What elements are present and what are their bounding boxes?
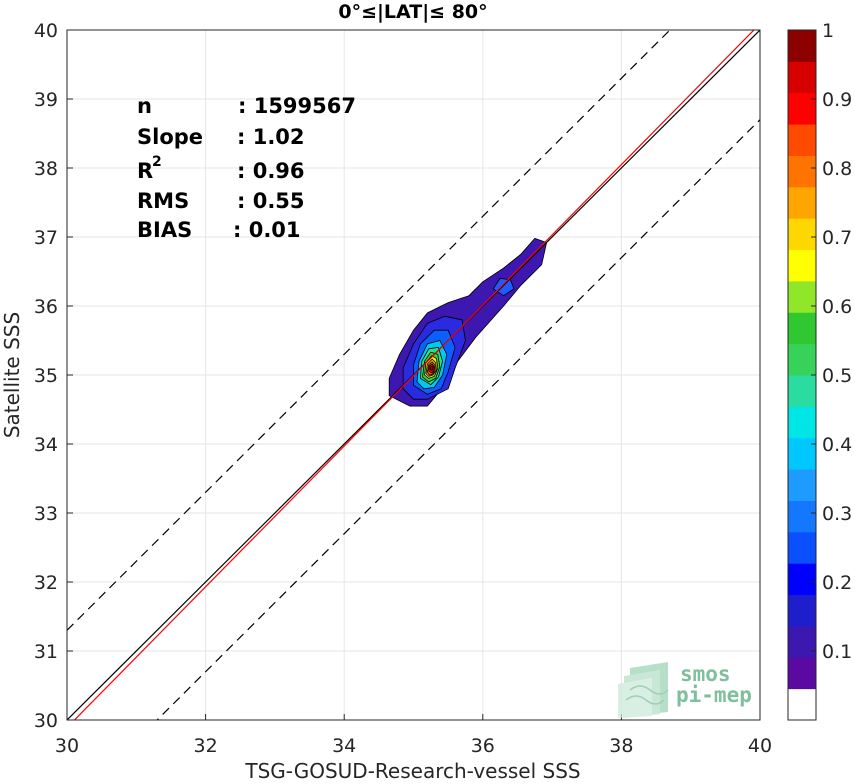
stat-value-4: : 0.01 — [233, 218, 301, 242]
smos-pi-mep-logo: smos pi-mep — [618, 662, 752, 718]
y-tick-label: 35 — [34, 365, 58, 387]
colorbar-tick-label: 1 — [822, 20, 834, 42]
y-tick-label: 32 — [34, 572, 58, 594]
logo-line-2: pi-mep — [676, 683, 752, 707]
density-contour-10 — [429, 365, 434, 371]
stat-value-1: : 1.02 — [237, 125, 305, 149]
colorbar-segment — [788, 343, 816, 376]
colorbar: 0.1 0.2 0.3 0.4 0.5 0.6 0.7 0.8 0.9 1 — [787, 20, 852, 721]
colorbar-tick-label: 0.8 — [822, 158, 852, 180]
colorbar-segment — [788, 657, 816, 690]
colorbar-segment — [788, 61, 816, 94]
colorbar-segment — [788, 406, 816, 439]
x-tick-label: 36 — [471, 735, 495, 757]
logo-wave-icon — [618, 662, 669, 718]
y-axis-label: Satellite SSS — [0, 312, 24, 438]
colorbar-segment — [788, 280, 816, 313]
stat-superscript: 2 — [152, 154, 162, 170]
colorbar-segment — [788, 688, 816, 721]
colorbar-segment — [788, 249, 816, 282]
colorbar-tick-label: 0.1 — [822, 641, 852, 663]
stat-label-4: BIAS — [137, 218, 192, 242]
stat-value-2: : 0.96 — [237, 159, 305, 183]
lower-bound-line — [156, 119, 760, 720]
regression-fit-line — [73, 30, 755, 720]
colorbar-segment — [788, 92, 816, 125]
logo-line-1: smos — [680, 662, 731, 686]
statistics-box: n : 1599567 Slope : 1.02 R2 : 0.96 RMS : 0.55 BI… — [137, 94, 356, 242]
y-tick-label: 40 — [34, 20, 58, 42]
y-tick-label: 38 — [34, 158, 58, 180]
x-axis-label: TSG-GOSUD-Research-vessel SSS — [244, 759, 580, 783]
x-tick-label: 30 — [55, 735, 79, 757]
colorbar-segment — [788, 375, 816, 407]
upper-bound-line — [67, 30, 671, 631]
colorbar-segment — [788, 563, 816, 596]
colorbar-tick-label: 0.5 — [822, 365, 852, 387]
colorbar-segment — [788, 30, 816, 62]
y-tick-label: 36 — [34, 296, 58, 318]
stat-label-1: Slope — [137, 125, 203, 149]
colorbar-segment — [788, 531, 816, 564]
colorbar-tick-label: 0.7 — [822, 227, 852, 249]
colorbar-segment — [788, 155, 816, 188]
y-tick-label: 33 — [34, 503, 58, 525]
colorbar-segment — [788, 625, 816, 658]
x-tick-label: 34 — [332, 735, 356, 757]
x-tick-label: 40 — [748, 735, 772, 757]
y-tick-label: 39 — [34, 89, 58, 111]
y-tick-label: 30 — [34, 710, 58, 732]
colorbar-segment — [788, 437, 816, 470]
chart-title: 0°≤|LAT|≤ 80° — [338, 1, 487, 23]
stat-label-0: n — [137, 94, 152, 118]
x-tick-label: 38 — [609, 735, 633, 757]
colorbar-segment — [788, 469, 816, 501]
y-tick-label: 34 — [34, 434, 58, 456]
stat-value-0: : 1599567 — [238, 94, 356, 118]
stat-label-2: R — [137, 159, 153, 183]
colorbar-segment — [788, 218, 816, 251]
colorbar-segment — [788, 186, 816, 219]
colorbar-tick-label: 0.3 — [822, 503, 852, 525]
stat-label-3: RMS — [137, 189, 189, 213]
grid — [66, 29, 761, 721]
colorbar-segment — [788, 124, 816, 156]
colorbar-segment — [788, 312, 816, 345]
colorbar-tick-label: 0.6 — [822, 296, 852, 318]
colorbar-tick-label: 0.4 — [822, 434, 852, 456]
y-tick-label: 31 — [34, 641, 58, 663]
colorbar-tick-label: 0.9 — [822, 89, 852, 111]
x-tick-label: 32 — [194, 735, 218, 757]
x-axis-ticks: 30 32 34 36 38 40 — [55, 714, 772, 757]
stat-value-3: : 0.55 — [237, 189, 305, 213]
colorbar-tick-label: 0.2 — [822, 572, 852, 594]
colorbar-segment — [788, 594, 816, 627]
reference-lines — [67, 30, 760, 720]
y-axis-ticks: 30 31 32 33 34 35 36 37 38 39 40 — [34, 20, 73, 732]
density-contour-11 — [492, 277, 515, 297]
y-tick-label: 37 — [34, 227, 58, 249]
colorbar-segment — [788, 500, 816, 533]
